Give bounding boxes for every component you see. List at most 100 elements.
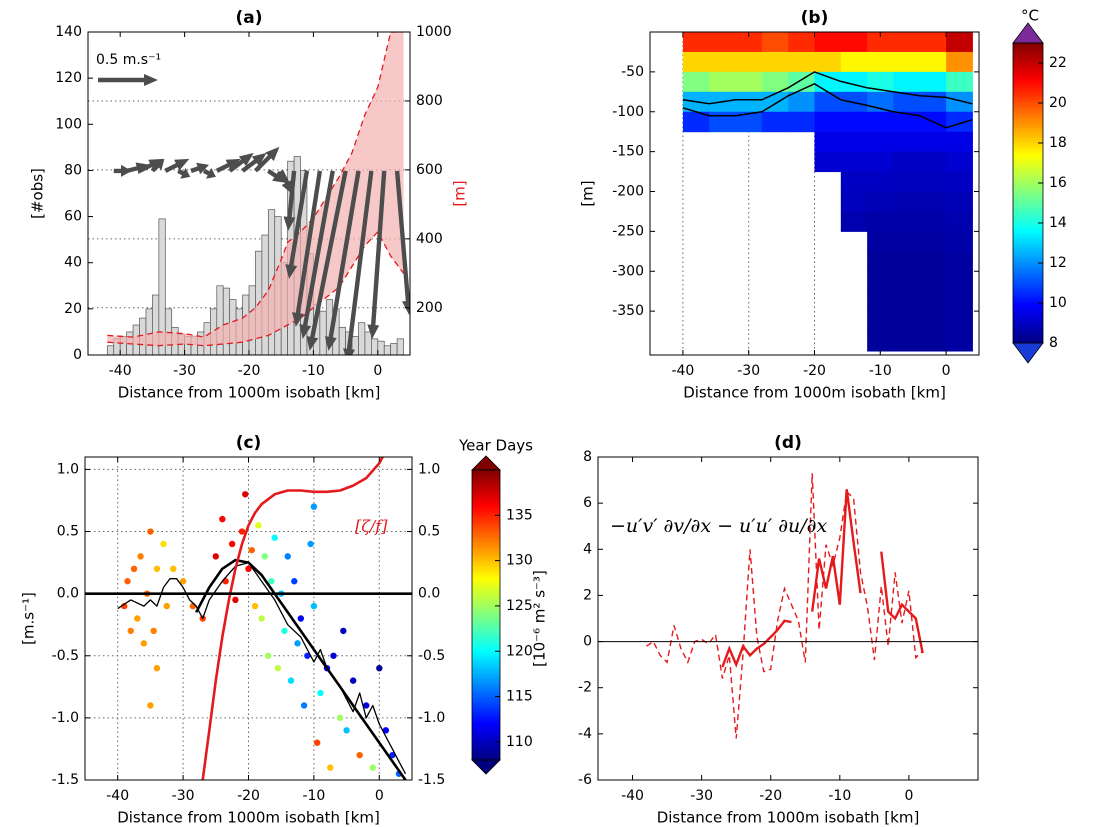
histogram-bar [358, 322, 366, 355]
scatter-point [242, 491, 249, 498]
velocity-arrow [228, 152, 254, 173]
colorbar-frame [1012, 42, 1044, 344]
heatmap-cell [919, 251, 947, 272]
heatmap-cell [893, 32, 921, 53]
colorbar-step [1013, 150, 1043, 154]
x-tick-label: -10 [302, 788, 325, 804]
colorbar-step [1013, 135, 1043, 139]
heatmap-cell [919, 151, 947, 173]
colorbar-step [1013, 230, 1043, 234]
heatmap-cell [867, 51, 894, 73]
colorbar-step [472, 508, 500, 512]
scatter-point [363, 702, 370, 709]
heatmap-cell [893, 311, 921, 332]
colorbar-step [1013, 328, 1043, 332]
y2-tick-label: -1.5 [418, 772, 445, 788]
scatter-point [356, 751, 363, 759]
heatmap-cell [946, 211, 973, 232]
heatmap-cell [682, 71, 710, 93]
heatmap-cell [761, 51, 789, 73]
heatmap-cell [761, 71, 789, 93]
colorbar-step [472, 665, 500, 669]
colorbar-step [472, 646, 500, 650]
colorbar-step [1013, 253, 1043, 257]
x-tick-label: -30 [690, 788, 713, 804]
colorbar-step [1013, 295, 1043, 299]
colorbar-frame [471, 469, 501, 761]
y-tick-label: 0.0 [57, 586, 79, 602]
colorbar-step [1013, 90, 1043, 94]
colorbar-step [472, 714, 500, 718]
heatmap-cell [946, 91, 973, 113]
colorbar-step [472, 566, 500, 570]
annotation: −u′v′ ∂v/∂x − u′u′ ∂u/∂x [610, 515, 827, 537]
colorbar-step [472, 709, 500, 713]
colorbar-step [1013, 300, 1043, 304]
y2-tick-label: 1000 [416, 24, 452, 40]
y-tick-label: 80 [64, 162, 82, 178]
colorbar-step [472, 619, 500, 623]
heatmap-cell [867, 251, 894, 272]
heatmap-cell [761, 111, 789, 133]
y2-axis-label: [m] [451, 180, 469, 206]
x-tick-label: -20 [237, 788, 260, 804]
scatter-point [291, 578, 298, 585]
colorbar-step [472, 578, 500, 582]
y-tick-label: -1.5 [52, 772, 79, 788]
colorbar-step [472, 738, 500, 742]
colorbar-step [472, 559, 500, 563]
plot-data [85, 457, 412, 780]
colorbar-step [472, 576, 500, 580]
velocity-arrow [150, 158, 165, 173]
y-tick-label: -350 [612, 303, 644, 319]
x-tick-label: -20 [803, 363, 826, 379]
velocity-arrow [190, 162, 209, 175]
scatter-point [248, 546, 255, 554]
curve [195, 558, 407, 780]
y-tick-label: 40 [64, 255, 82, 271]
heatmap-cell [840, 71, 868, 93]
heatmap-cell [946, 271, 973, 292]
heatmap-cell [814, 151, 842, 173]
chart-title: (b) [801, 8, 829, 28]
colorbar-step [472, 470, 500, 474]
scatter-point [238, 528, 246, 535]
heatmap-cell [735, 111, 763, 133]
scatter-point [150, 627, 157, 635]
colorbar-step [1013, 75, 1043, 79]
colorbar-step [1013, 190, 1043, 194]
colorbar-step [472, 687, 500, 691]
colorbar-step [1013, 325, 1043, 329]
colorbar-step [1013, 153, 1043, 157]
colorbar-step [472, 557, 500, 561]
colorbar-step [1013, 305, 1043, 309]
colorbar-step [472, 622, 500, 626]
plot-area [598, 457, 978, 780]
histogram-bar [364, 331, 372, 355]
colorbar-step [1013, 243, 1043, 247]
y-tick-label: 20 [64, 301, 82, 317]
x-tick-label: -10 [302, 363, 325, 379]
colorbar-step [1013, 68, 1043, 72]
colorbar-step [1013, 73, 1043, 77]
colorbar-step [472, 569, 500, 573]
colorbar-step [1013, 273, 1043, 277]
colorbar-step [472, 602, 500, 606]
colorbar-step [472, 627, 500, 631]
heatmap-cell [919, 131, 947, 153]
heatmap-cell [946, 131, 973, 153]
colorbar-step [1013, 60, 1043, 64]
heatmap-cell [919, 271, 947, 292]
colorbar-step [1013, 238, 1043, 242]
colorbar-step [1013, 270, 1043, 274]
colorbar-step [472, 721, 500, 725]
colorbar-step [472, 624, 500, 628]
colorbar-step [1013, 298, 1043, 302]
colorbar-step [472, 552, 500, 556]
colorbar-step [1013, 308, 1043, 312]
colorbar-step [472, 702, 500, 706]
colorbar-step [1013, 63, 1043, 67]
colorbar-step [1013, 110, 1043, 114]
colorbar-tick-label: 120 [506, 643, 533, 659]
colorbar-step [1013, 200, 1043, 204]
